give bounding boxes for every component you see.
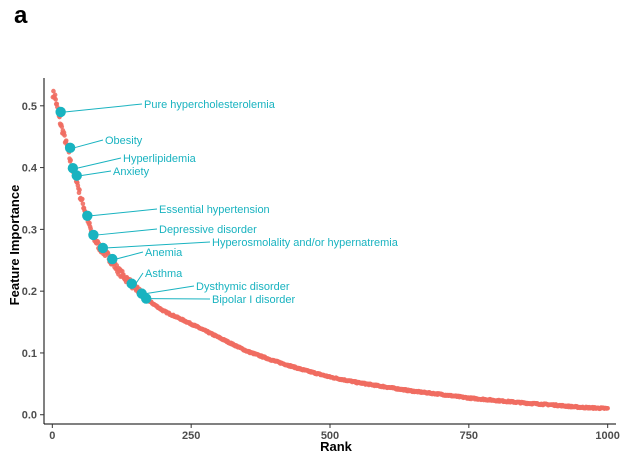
annotation-leader <box>73 139 104 149</box>
annotation-label: Anemia <box>145 247 183 259</box>
data-point <box>605 405 610 411</box>
data-point <box>53 97 58 102</box>
x-tick-label: 250 <box>182 430 200 442</box>
data-point <box>63 138 69 143</box>
y-axis-title: Feature Importance <box>7 185 22 306</box>
annotation-leader <box>91 208 158 217</box>
annotation-label: Bipolar I disorder <box>212 294 295 306</box>
highlight-point <box>55 106 66 118</box>
x-tick-label: 1000 <box>595 430 619 442</box>
data-point <box>87 220 92 226</box>
highlight-point <box>88 229 99 241</box>
data-point <box>51 88 56 94</box>
annotation-leader <box>135 272 144 285</box>
annotation-leader <box>76 157 122 169</box>
highlight-point <box>82 210 93 221</box>
data-point <box>68 157 73 163</box>
x-tick-label: 500 <box>321 430 339 442</box>
annotation-label: Asthma <box>145 268 183 280</box>
y-tick-label: 0.5 <box>22 101 37 113</box>
y-tick-label: 0.3 <box>22 224 37 236</box>
annotation-leader <box>116 251 144 260</box>
highlight-point <box>97 242 109 254</box>
y-tick-label: 0.4 <box>22 163 38 175</box>
data-point <box>52 92 58 98</box>
panel-label: a <box>14 2 28 29</box>
annotation-label: Essential hypertension <box>159 204 270 216</box>
annotation-label: Pure hypercholesterolemia <box>144 99 276 111</box>
highlight-point <box>64 142 76 154</box>
y-tick-label: 0.2 <box>22 286 37 298</box>
annotation-leader <box>106 241 211 249</box>
annotation-label: Anxiety <box>113 166 150 178</box>
annotations: Pure hypercholesterolemia Obesity Hyperlip… <box>55 99 399 306</box>
data-point <box>62 133 67 138</box>
annotation-leader <box>64 103 143 113</box>
x-tick-label: 0 <box>49 430 55 442</box>
highlight-point <box>107 253 118 265</box>
x-axis-title: Rank <box>320 439 353 454</box>
y-tick-label: 0.1 <box>22 348 37 360</box>
annotation-leader <box>145 285 195 295</box>
annotation-leader <box>80 170 112 177</box>
data-point <box>80 196 85 202</box>
data-point <box>77 187 82 193</box>
data-point <box>59 124 65 129</box>
highlight-point <box>71 170 82 181</box>
annotation-label: Dysthymic disorder <box>196 281 290 293</box>
data-point <box>80 201 86 207</box>
y-tick-label: 0.0 <box>22 410 37 422</box>
highlight-point <box>126 278 137 289</box>
highlight-point <box>140 293 152 304</box>
annotation-label: Obesity <box>105 135 143 147</box>
axes: 0 250 500 750 1000 0.0 0.1 0.2 0.3 0.4 0.5 <box>22 78 620 442</box>
annotation-leader <box>97 228 158 236</box>
annotation-label: Hyperosmolality and/or hypernatremia <box>212 237 399 249</box>
annotation-label: Depressive disorder <box>159 224 257 236</box>
x-tick-label: 750 <box>460 430 478 442</box>
annotation-label: Hyperlipidemia <box>123 153 197 165</box>
